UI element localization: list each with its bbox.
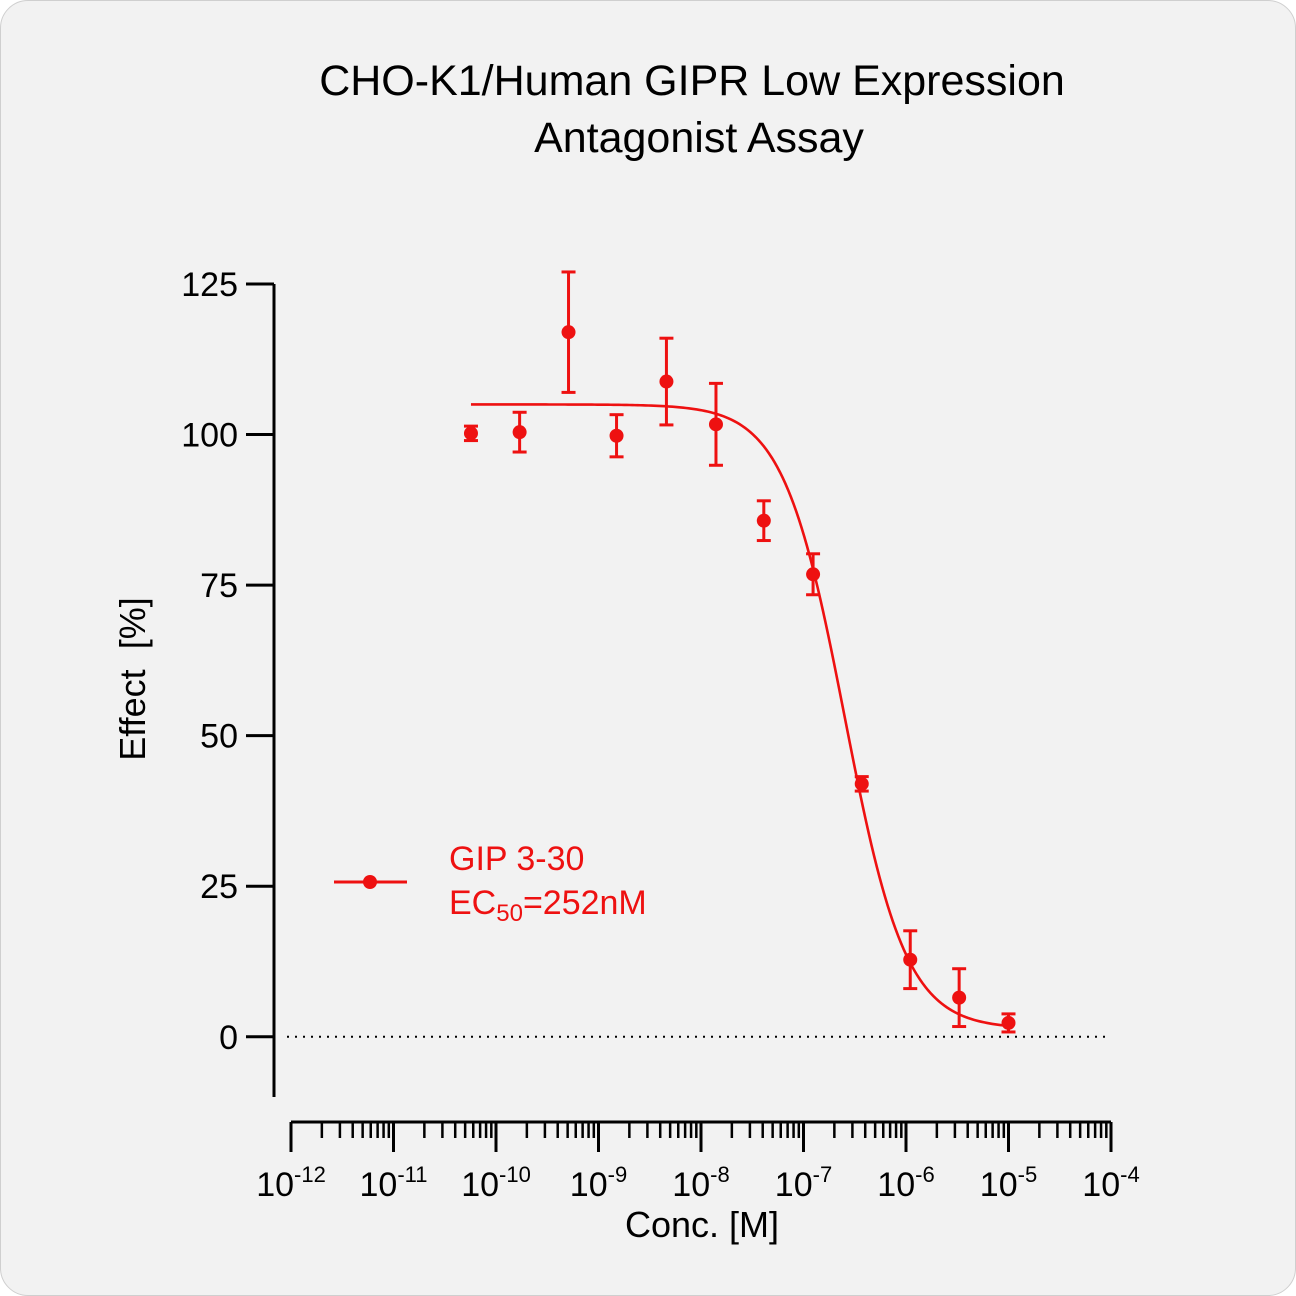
data-point <box>561 270 576 394</box>
legend-series-name: GIP 3-30 <box>449 840 584 878</box>
point-marker <box>708 417 723 432</box>
legend-ec50: EC50=252nM <box>449 884 647 927</box>
x-axis-label: Conc. [M] <box>625 1204 779 1245</box>
point-marker <box>659 374 674 389</box>
data-point <box>756 499 771 543</box>
data-point <box>952 967 967 1029</box>
data-point <box>659 336 674 427</box>
point-marker <box>463 426 478 441</box>
point-marker <box>952 990 967 1005</box>
y-tick-label: 125 <box>181 266 238 304</box>
y-axis-label: Effect [%] <box>112 597 153 760</box>
data-point <box>609 413 624 459</box>
point-marker <box>561 325 576 340</box>
x-tick-label: 10-10 <box>461 1162 531 1204</box>
x-axis: 10-12 10-11 10-10 10-9 10-8 10-7 10-6 10-5 10-4 <box>256 1120 1140 1204</box>
data-point <box>854 775 869 793</box>
point-marker <box>756 513 771 528</box>
data-point <box>903 929 918 991</box>
data-point <box>806 552 821 597</box>
x-tick-label: 10-11 <box>360 1162 428 1204</box>
point-marker <box>1001 1015 1016 1030</box>
point-marker <box>903 952 918 967</box>
y-axis: 0 25 50 75 100 125 <box>181 266 276 1097</box>
x-tick-label: 10-12 <box>256 1162 326 1204</box>
x-tick-label: 10-6 <box>877 1162 934 1204</box>
x-tick-label: 10-9 <box>570 1162 627 1204</box>
data-point <box>1001 1012 1016 1034</box>
y-tick-label: 25 <box>200 868 238 906</box>
point-marker <box>854 776 869 791</box>
x-tick-label: 10-8 <box>672 1162 729 1204</box>
legend-swatch-marker <box>363 875 377 889</box>
y-tick-label: 50 <box>200 718 238 756</box>
y-tick-label: 100 <box>181 417 238 455</box>
x-tick-label: 10-7 <box>775 1162 832 1204</box>
point-marker <box>806 567 821 582</box>
chart-title-line-2: Antagonist Assay <box>534 114 864 162</box>
fit-curve <box>470 403 1009 1028</box>
data-point <box>512 410 527 454</box>
x-tick-label: 10-5 <box>980 1162 1037 1204</box>
point-marker <box>609 428 624 443</box>
point-marker <box>512 425 527 440</box>
y-tick-label: 75 <box>200 567 238 605</box>
data-point <box>463 424 478 443</box>
data-point <box>708 381 723 467</box>
y-tick-label: 0 <box>219 1019 238 1057</box>
x-tick-label: 10-4 <box>1082 1162 1139 1204</box>
legend: GIP 3-30 EC50=252nM <box>334 840 647 927</box>
data-points <box>463 270 1016 1034</box>
chart-title-line-1: CHO-K1/Human GIPR Low Expression <box>319 57 1065 105</box>
